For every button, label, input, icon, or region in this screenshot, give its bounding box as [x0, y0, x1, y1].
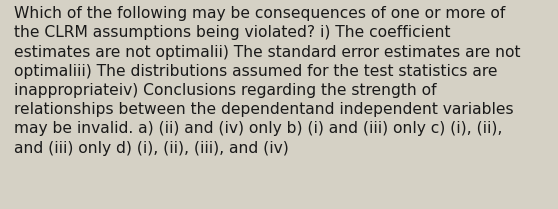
Text: Which of the following may be consequences of one or more of
the CLRM assumption: Which of the following may be consequenc… — [14, 6, 521, 156]
